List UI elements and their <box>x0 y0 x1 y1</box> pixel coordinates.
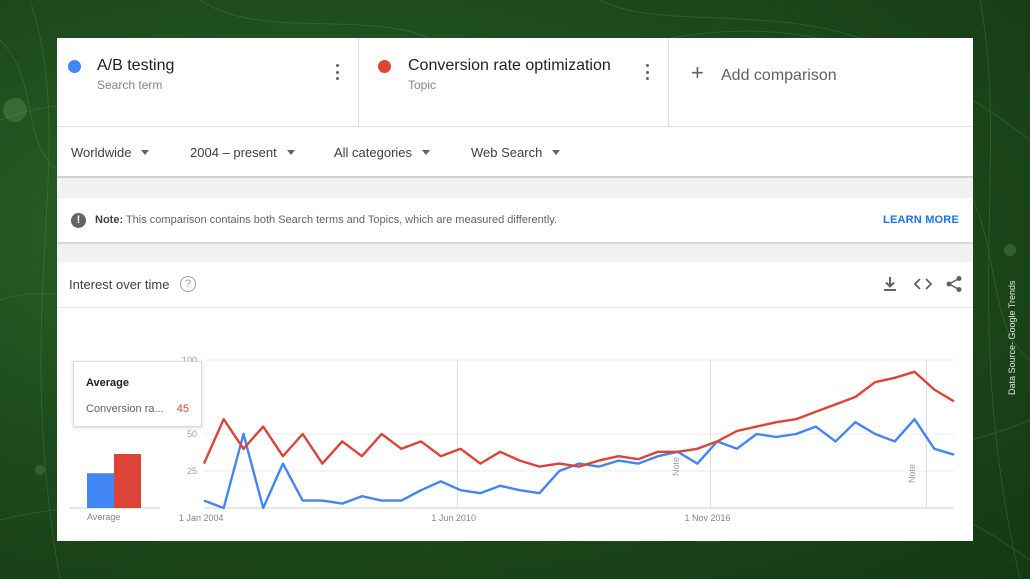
download-icon[interactable] <box>881 275 899 293</box>
filter-row: Worldwide 2004 – present All categories … <box>57 126 973 178</box>
share-icon[interactable] <box>945 275 963 293</box>
average-bar <box>114 454 141 508</box>
category-dropdown[interactable]: All categories <box>334 145 431 160</box>
term-name: A/B testing <box>97 57 175 74</box>
note-banner: ! Note: This comparison contains both Se… <box>57 198 973 244</box>
chart-grid <box>204 359 954 509</box>
trends-panel: A/B testing Search term Conversion rate … <box>57 38 973 541</box>
category-label: All categories <box>334 145 413 160</box>
region-label: Worldwide <box>71 145 132 160</box>
plus-icon: + <box>691 60 704 85</box>
section-divider <box>57 244 973 262</box>
chart-annotation-label: Note <box>671 457 681 476</box>
series-color-dot <box>68 60 81 73</box>
tooltip-series-name: Conversion ra... <box>86 403 164 415</box>
time-range-dropdown[interactable]: 2004 – present <box>190 145 295 160</box>
x-tick-label: 1 Jun 2010 <box>431 513 476 523</box>
chart-annotation-label: Note <box>907 464 917 483</box>
x-tick-label: 1 Nov 2016 <box>684 513 730 523</box>
note-label: Note: <box>95 214 124 226</box>
average-bars <box>69 454 160 509</box>
series-line <box>203 417 955 510</box>
info-icon: ! <box>71 213 86 228</box>
add-comparison-label: Add comparison <box>721 67 837 84</box>
term-name: Conversion rate optimization <box>408 57 611 74</box>
average-tooltip: Average Conversion ra... 45 <box>73 361 202 427</box>
term-type: Topic <box>408 78 437 92</box>
y-tick-label: 50 <box>187 429 197 439</box>
caret-down-icon <box>552 150 561 155</box>
interest-over-time-header: Interest over time ? <box>57 262 973 308</box>
note-body: This comparison contains both Search ter… <box>123 214 558 226</box>
search-term-card[interactable]: A/B testing Search term <box>57 38 359 126</box>
caret-down-icon <box>141 150 150 155</box>
average-bar <box>87 473 114 508</box>
time-range-label: 2004 – present <box>190 145 277 160</box>
note-text: Note: This comparison contains both Sear… <box>95 214 557 226</box>
embed-icon[interactable] <box>913 275 933 293</box>
tooltip-title: Average <box>86 377 130 389</box>
add-comparison-button[interactable]: + Add comparison <box>669 38 973 126</box>
search-property-dropdown[interactable]: Web Search <box>471 145 561 160</box>
y-tick-label: 25 <box>187 466 197 476</box>
average-axis-label: Average <box>87 512 120 522</box>
section-divider <box>57 178 973 198</box>
x-tick-label: 1 Jan 2004 <box>179 513 224 523</box>
caret-down-icon <box>422 150 431 155</box>
caret-down-icon <box>286 150 295 155</box>
section-title: Interest over time <box>69 277 170 292</box>
chart-series <box>202 370 955 510</box>
series-line <box>202 370 955 468</box>
chart-axis-ticks: 25 50 100 1 Jan 2004 1 Jun 2010 1 Nov 2016 <box>179 355 730 523</box>
y-tick-label: 100 <box>182 355 197 365</box>
comparison-row: A/B testing Search term Conversion rate … <box>57 38 973 126</box>
topic-term-card[interactable]: Conversion rate optimization Topic <box>359 38 669 126</box>
interest-over-time-chart[interactable]: 25 50 100 1 Jan 2004 1 Jun 2010 1 Nov 2016 Av… <box>57 308 973 541</box>
learn-more-link[interactable]: LEARN MORE <box>883 214 959 226</box>
series-color-dot <box>378 60 391 73</box>
term-type: Search term <box>97 78 163 92</box>
more-vert-icon[interactable] <box>334 64 340 80</box>
region-dropdown[interactable]: Worldwide <box>71 145 150 160</box>
data-source-label: Data Source- Google Trends <box>1007 280 1017 395</box>
help-icon[interactable]: ? <box>180 276 196 292</box>
search-property-label: Web Search <box>471 145 543 160</box>
tooltip-value: 45 <box>176 403 189 415</box>
more-vert-icon[interactable] <box>644 64 650 80</box>
